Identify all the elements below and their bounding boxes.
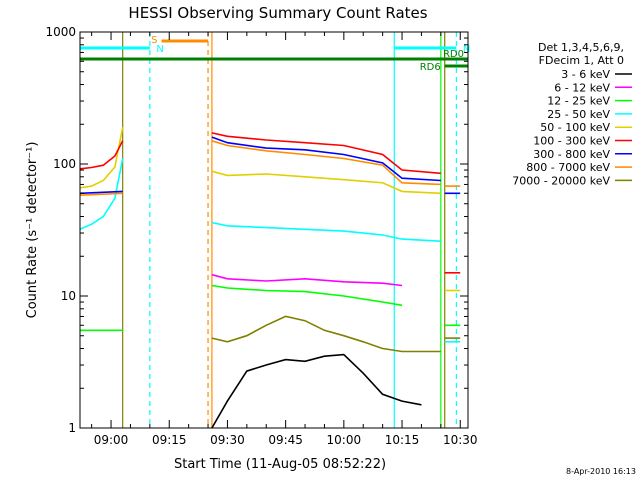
legend-label-6: 300 - 800 keV [533, 148, 610, 161]
flag-label-rd6-4: RD6 [420, 62, 441, 73]
legend-header-fdecim: FDecim 1, Att 0 [539, 54, 624, 67]
flag-label-n-1: N [156, 44, 163, 55]
y-tick-label-100: 100 [53, 157, 76, 171]
series-line-3-seg-0 [80, 158, 124, 231]
legend-label-7: 800 - 7000 keV [526, 161, 610, 174]
series-line-7-seg-0 [80, 192, 123, 196]
y-tick-label-1: 1 [68, 421, 76, 435]
x-tick-label-0900: 09:00 [94, 433, 129, 447]
y-tick-label-1000: 1000 [45, 25, 76, 39]
series-line-3-seg-1 [211, 221, 441, 242]
x-tick-label-0945: 09:45 [268, 433, 303, 447]
x-tick-label-0915: 09:15 [152, 433, 187, 447]
series-line-8-seg-0 [211, 315, 441, 353]
timestamp: 8-Apr-2010 16:13 [566, 467, 636, 476]
legend-label-2: 12 - 25 keV [547, 95, 610, 108]
y-tick-label-10: 10 [61, 289, 76, 303]
series-line-5-seg-0 [80, 140, 124, 170]
legend-label-3: 25 - 50 keV [547, 108, 610, 121]
legend-label-1: 6 - 12 keV [554, 81, 610, 94]
legend-label-5: 100 - 300 keV [533, 135, 610, 148]
flag-label-n-2: N [463, 44, 470, 55]
series-line-4-seg-0 [80, 127, 124, 189]
legend-label-8: 7000 - 20000 keV [512, 174, 610, 187]
series-line-2-seg-1 [211, 284, 403, 307]
x-tick-label-1030: 10:30 [443, 433, 478, 447]
x-tick-label-1000: 10:00 [327, 433, 362, 447]
series-line-7-seg-1 [211, 140, 441, 186]
series-line-6-seg-1 [211, 136, 441, 182]
y-axis-label: Count Rate (s⁻¹ detector⁻¹) [25, 142, 40, 319]
series-line-6-seg-0 [80, 190, 123, 195]
legend-header-detectors: Det 1,3,4,5,6,9, [538, 41, 624, 54]
x-tick-label-1015: 10:15 [385, 433, 420, 447]
legend-label-0: 3 - 6 keV [561, 68, 610, 81]
series-line-1-seg-0 [211, 273, 403, 287]
plot-frame [79, 31, 469, 429]
series-line-0-seg-0 [211, 353, 422, 428]
series-line-4-seg-1 [211, 170, 441, 195]
x-tick-label-0930: 09:30 [210, 433, 245, 447]
series-line-5-seg-1 [211, 132, 441, 175]
flag-label-rd0-3: RD0 [443, 49, 464, 60]
x-axis-label: Start Time (11-Aug-05 08:52:22) [174, 457, 386, 472]
chart-title: HESSI Observing Summary Count Rates [128, 4, 427, 22]
flag-label-s-0: S [151, 35, 157, 46]
legend-label-4: 50 - 100 keV [540, 121, 610, 134]
